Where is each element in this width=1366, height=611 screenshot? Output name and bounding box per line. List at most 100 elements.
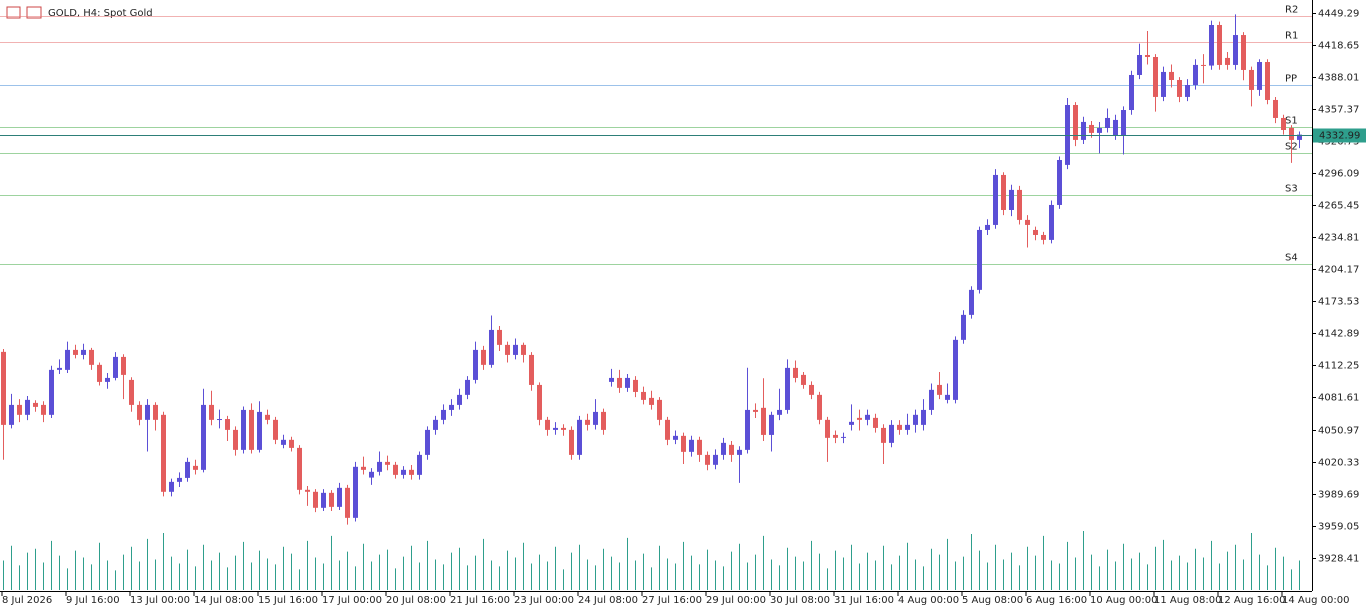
x-tick-label: 13 Jul 00:00 <box>130 595 190 606</box>
candle-body <box>977 229 982 290</box>
x-tick-label: 29 Jul 00:00 <box>706 595 766 606</box>
candle-body <box>521 344 526 355</box>
candle-body <box>1185 85 1190 97</box>
x-tick-label: 12 Aug 16:00 <box>1218 595 1285 606</box>
candle-body <box>745 409 750 450</box>
candle-body <box>105 377 110 382</box>
candle-body <box>1257 62 1262 90</box>
candle-body <box>833 434 838 438</box>
candle-body <box>497 329 502 345</box>
candle-body <box>1169 71 1174 80</box>
candle-body <box>265 414 270 420</box>
y-tick-label: 3989.69 <box>1318 490 1359 501</box>
y-tick-label: 4357.37 <box>1318 105 1359 116</box>
candle-body <box>817 394 822 420</box>
y-tick-label: 4296.09 <box>1318 169 1359 180</box>
candle-body <box>1193 64 1198 86</box>
candle-body <box>401 469 406 475</box>
candle-body <box>897 424 902 430</box>
candle-body <box>177 477 182 482</box>
candle-body <box>465 379 470 395</box>
candle-body <box>969 289 974 315</box>
candle-body <box>129 379 134 405</box>
x-tick-label: 8 Jul 2026 <box>2 595 52 606</box>
y-tick-label: 4081.61 <box>1318 393 1359 404</box>
candle-body <box>529 354 534 385</box>
candle-body <box>1201 64 1206 66</box>
y-tick-label: 4020.33 <box>1318 458 1359 469</box>
candle-body <box>473 349 478 380</box>
candle-body <box>49 369 54 415</box>
candle-body <box>913 414 918 425</box>
candle-body <box>65 349 70 370</box>
candle-body <box>689 439 694 452</box>
candle-body <box>609 377 614 382</box>
candle-body <box>513 344 518 355</box>
candle-body <box>585 419 590 425</box>
candle-body <box>385 461 390 465</box>
x-tick-label: 14 Aug 00:00 <box>1282 595 1349 606</box>
y-tick-label: 4173.53 <box>1318 297 1359 308</box>
candle-body <box>1073 104 1078 140</box>
candle-body <box>769 414 774 435</box>
menu-icon[interactable] <box>6 6 21 19</box>
candle-body <box>1161 71 1166 97</box>
price-tag-label: 4332.99 <box>1319 131 1360 142</box>
candle-body <box>649 397 654 405</box>
candle-body <box>849 421 854 425</box>
candle-body <box>857 417 862 420</box>
x-tick-label: 10 Aug 00:00 <box>1090 595 1157 606</box>
level-label: R1 <box>1285 31 1298 42</box>
candle-body <box>1113 119 1118 136</box>
candle-body <box>1081 121 1086 140</box>
y-tick-label: 4234.81 <box>1318 233 1359 244</box>
candle-body <box>369 471 374 478</box>
candle-body <box>1025 219 1030 225</box>
candle-body <box>537 384 542 420</box>
candle-body <box>641 391 646 400</box>
chart-title: GOLD, H4: Spot Gold <box>48 8 153 19</box>
candle-body <box>777 409 782 415</box>
candle-body <box>489 329 494 365</box>
candle-body <box>1097 127 1102 133</box>
candle-body <box>417 454 422 475</box>
candle-body <box>761 407 766 435</box>
candle-body <box>697 439 702 455</box>
candle-body <box>1289 127 1294 140</box>
candle-body <box>1049 204 1054 240</box>
candle-body <box>17 404 22 415</box>
candle-body <box>441 409 446 420</box>
candle-body <box>1041 234 1046 240</box>
candle-body <box>569 429 574 455</box>
candle-body <box>657 399 662 420</box>
candle-body <box>345 487 350 518</box>
candle-body <box>161 414 166 492</box>
x-tick-label: 20 Jul 08:00 <box>386 595 446 606</box>
x-tick-label: 31 Jul 16:00 <box>834 595 894 606</box>
candle-body <box>449 404 454 410</box>
candle-body <box>145 404 150 420</box>
candle-body <box>329 492 334 507</box>
x-tick-label: 11 Aug 08:00 <box>1154 595 1221 606</box>
candle-body <box>113 356 118 378</box>
y-tick-label: 3928.41 <box>1318 554 1359 565</box>
candle-body <box>337 487 342 507</box>
candle-body <box>633 379 638 392</box>
candle-body <box>353 466 358 518</box>
chart-icon[interactable] <box>26 6 42 19</box>
candle-body <box>1009 189 1014 210</box>
candle-body <box>481 349 486 365</box>
x-tick-label: 30 Jul 08:00 <box>770 595 830 606</box>
candle-body <box>217 419 222 421</box>
candle-body <box>993 174 998 225</box>
x-tick-label: 27 Jul 16:00 <box>642 595 702 606</box>
candle-body <box>841 436 846 438</box>
candle-body <box>673 435 678 440</box>
candle-body <box>809 384 814 395</box>
candle-body <box>241 409 246 450</box>
candle-body <box>953 339 958 400</box>
candle-body <box>1105 117 1110 128</box>
candle-body <box>193 465 198 470</box>
candle-body <box>873 417 878 428</box>
